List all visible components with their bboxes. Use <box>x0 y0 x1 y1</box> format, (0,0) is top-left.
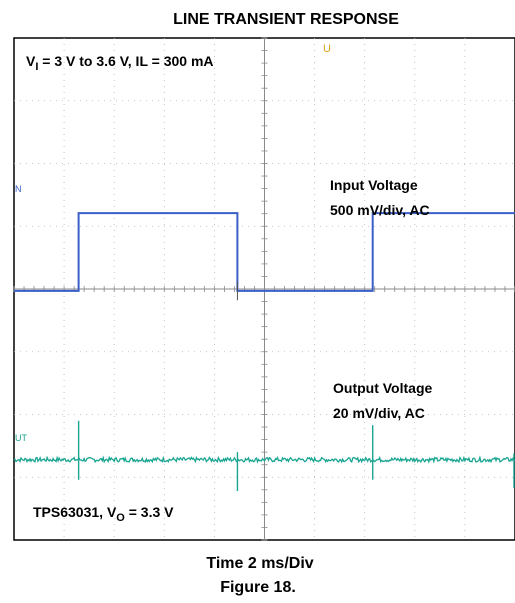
traces <box>13 212 515 492</box>
input-channel-marker: N <box>15 184 22 194</box>
conditions-label: VI = 3 V to 3.6 V, IL = 300 mA <box>26 53 214 73</box>
input-voltage-trace <box>14 212 515 292</box>
chart-title: LINE TRANSIENT RESPONSE <box>173 11 399 28</box>
output-voltage-trace <box>13 455 515 464</box>
figure-caption: Figure 18. <box>220 579 296 596</box>
x-axis-label: Time 2 ms/Div <box>206 555 313 572</box>
device-label: TPS63031, VO = 3.3 V <box>33 504 174 524</box>
plot-area <box>13 37 515 541</box>
output-series-scale: 20 mV/div, AC <box>333 405 425 421</box>
output-series-label: Output Voltage <box>333 380 432 396</box>
input-series-scale: 500 mV/div, AC <box>330 202 430 218</box>
output-channel-marker: UT <box>15 433 27 443</box>
input-series-label: Input Voltage <box>330 177 418 193</box>
trigger-marker: U <box>323 43 331 55</box>
